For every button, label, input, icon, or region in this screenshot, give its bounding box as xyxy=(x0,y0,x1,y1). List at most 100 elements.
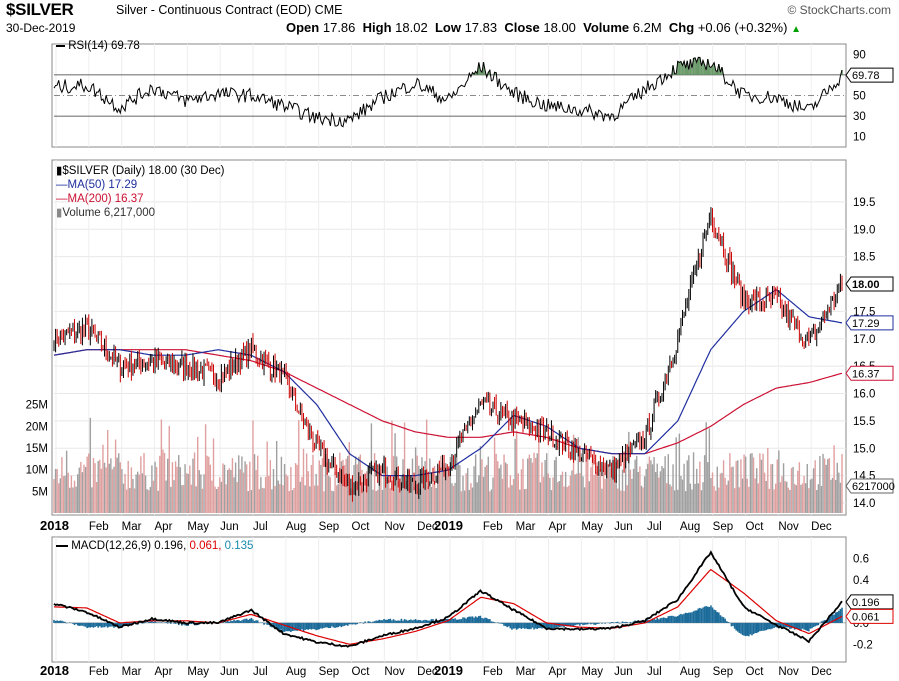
macd-histogram-bar xyxy=(225,621,227,623)
volume-bar xyxy=(395,456,398,513)
macd-histogram-bar xyxy=(719,615,722,623)
macd-histogram-bar xyxy=(369,621,371,623)
macd-histogram-bar xyxy=(315,622,317,631)
volume-bar xyxy=(610,468,613,513)
volume-bar xyxy=(220,481,223,513)
macd-histogram-bar xyxy=(615,622,617,623)
macd-histogram-bar xyxy=(75,622,77,625)
volume-bar xyxy=(65,450,68,513)
macd-histogram-bar xyxy=(425,620,428,623)
volume-bar xyxy=(768,488,771,513)
volume-bar xyxy=(606,459,608,513)
volume-bar xyxy=(598,476,600,513)
macd-histogram-bar xyxy=(547,622,550,629)
volume-bar xyxy=(718,487,720,513)
macd-histogram-bar xyxy=(312,622,314,630)
macd-histogram-bar xyxy=(688,612,690,623)
macd-histogram-bar xyxy=(64,621,66,623)
volume-bar xyxy=(661,466,663,513)
macd-histogram-bar xyxy=(678,614,681,623)
volume-bar xyxy=(558,481,561,513)
volume-bar xyxy=(722,460,725,513)
rsi-line xyxy=(53,56,843,128)
macd-histogram-bar xyxy=(59,620,62,623)
volume-bar xyxy=(214,486,216,513)
volume-bar xyxy=(438,465,441,513)
macd-histogram-bar xyxy=(105,622,107,627)
volume-bar xyxy=(64,475,66,513)
volume-bar xyxy=(144,475,147,513)
volume-bar xyxy=(257,455,259,513)
macd-histogram-bar xyxy=(476,617,479,623)
volume-bar xyxy=(515,430,518,513)
macd-histogram-bar xyxy=(621,621,624,623)
macd-histogram-bar xyxy=(796,622,799,630)
macd-histogram-bar xyxy=(411,620,414,623)
close-tag-box xyxy=(845,276,894,292)
macd-histogram-bar xyxy=(441,620,444,623)
volume-bar xyxy=(812,468,815,513)
volume-bar xyxy=(795,485,797,513)
macd-histogram-bar xyxy=(834,612,837,623)
volume-bar xyxy=(399,477,401,513)
volume-bar xyxy=(67,472,69,513)
volume-bar xyxy=(523,489,526,513)
volume-bar xyxy=(299,481,302,513)
macd-histogram-bar xyxy=(372,621,374,623)
macd-histogram-bar xyxy=(53,619,55,623)
volume-bar xyxy=(307,471,309,513)
volume-bar xyxy=(339,452,341,513)
volume-bar xyxy=(552,477,554,513)
volume-bar xyxy=(705,422,707,513)
macd-histogram-bar xyxy=(699,607,701,623)
macd-histogram-bar xyxy=(653,618,655,623)
volume-bar xyxy=(208,456,210,513)
macd-histogram-bar xyxy=(746,622,749,636)
macd-histogram-bar xyxy=(841,607,843,623)
macd-histogram-bar xyxy=(117,622,120,629)
volume-bar xyxy=(702,482,704,513)
macd-histogram-bar xyxy=(470,616,472,623)
volume-bar xyxy=(459,465,461,513)
volume-bar xyxy=(174,461,177,513)
volume-bar xyxy=(672,464,674,513)
volume-bar xyxy=(670,486,673,513)
macd-histogram-bar xyxy=(444,618,447,623)
x-axis-label-bottom: Nov xyxy=(384,666,405,678)
macd-histogram-bar xyxy=(815,622,818,626)
brand-label[interactable]: © StockCharts.com xyxy=(787,3,891,17)
volume-bar xyxy=(102,444,104,513)
volume-bar xyxy=(171,462,174,513)
volume-bar xyxy=(588,481,591,513)
macd-histogram-bar xyxy=(808,622,810,632)
macd-histogram-bar xyxy=(511,622,513,630)
macd-histogram-bar xyxy=(381,620,384,623)
macd-histogram-bar xyxy=(616,621,619,623)
macd-histogram-bar xyxy=(569,622,572,627)
macd-histogram-bar xyxy=(645,619,647,623)
volume-bar xyxy=(69,487,71,513)
volume-bar xyxy=(127,460,129,513)
macd-histogram-bar xyxy=(391,620,393,623)
volume-bar xyxy=(760,459,763,513)
macd-histogram-bar xyxy=(500,622,502,624)
volume-bar xyxy=(154,461,156,513)
volume-bar xyxy=(290,467,292,513)
macd-legend-signal: 0.061, xyxy=(189,540,222,552)
macd-histogram-bar xyxy=(667,616,670,623)
volume-bar xyxy=(476,482,478,513)
volume-bar xyxy=(103,462,106,513)
volume-bar xyxy=(181,485,183,513)
x-axis-label-bottom: Dec xyxy=(417,666,438,678)
volume-bar xyxy=(506,463,508,513)
price-tick-label: 19.0 xyxy=(853,224,875,236)
volume-bar xyxy=(203,474,205,513)
macd-histogram-bar xyxy=(553,622,556,629)
macd-histogram-bar xyxy=(718,612,720,623)
volume-bar xyxy=(751,453,753,513)
volume-bar xyxy=(666,483,668,513)
close-tag: 18.00 xyxy=(852,279,880,291)
macd-histogram-bar xyxy=(465,618,467,623)
value-tags: 69.78 18.00 17.29 16.37 6217000 0.196 0.061 xyxy=(845,67,895,624)
macd-histogram-bar xyxy=(550,622,553,629)
